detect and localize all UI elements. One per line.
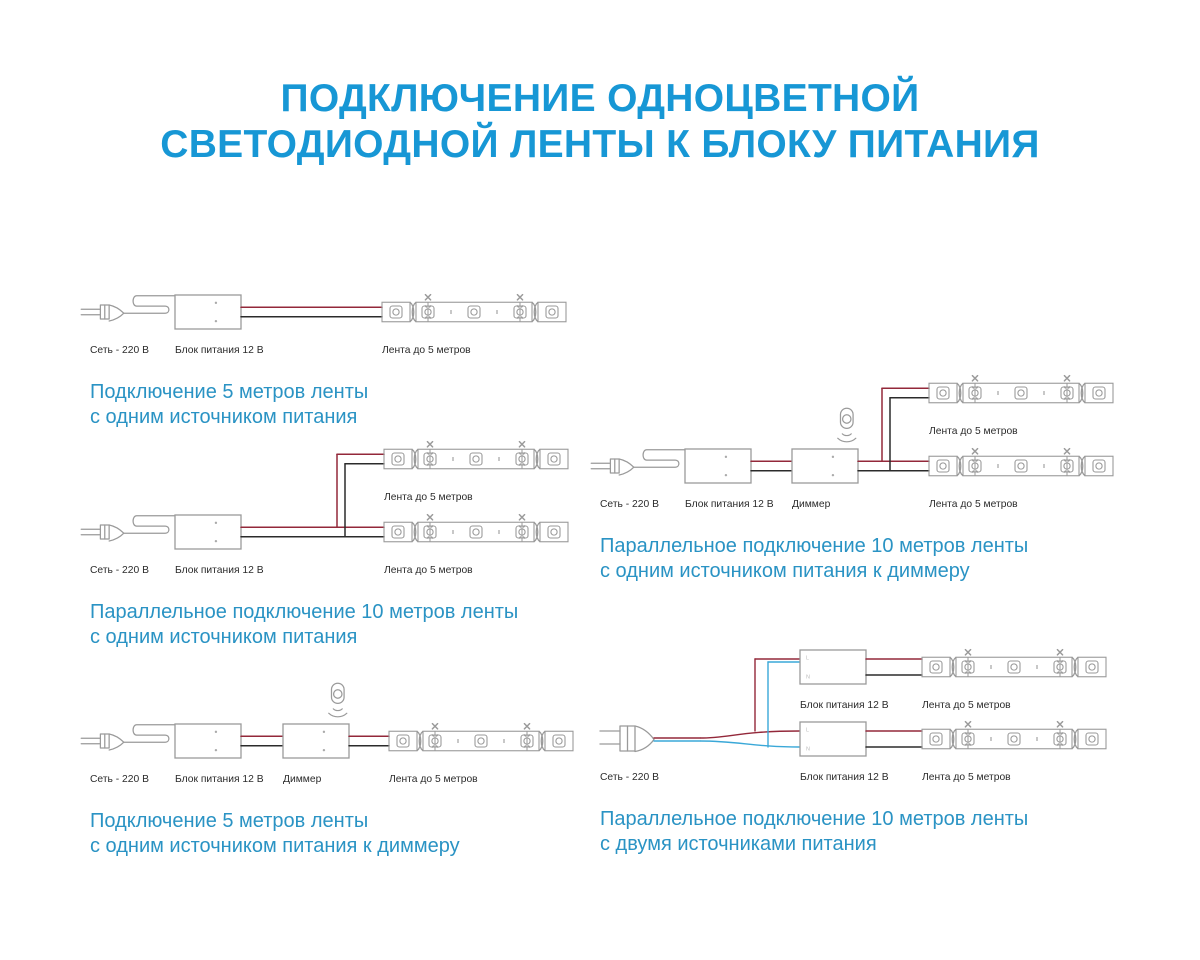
svg-text:N: N [806,747,810,753]
svg-text:N: N [806,675,810,681]
svg-text:L: L [806,728,809,734]
svg-text:L: L [806,656,809,662]
